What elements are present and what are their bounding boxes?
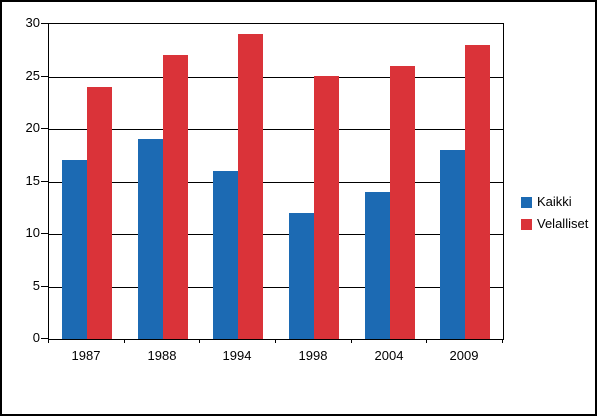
red-square-icon xyxy=(521,218,532,230)
gridline-20 xyxy=(49,129,503,130)
bar-velalliset-1988 xyxy=(163,55,188,339)
gridline-25 xyxy=(49,77,503,78)
y-tick-15 xyxy=(41,181,48,182)
gridline-5 xyxy=(49,287,503,288)
x-axis-label-2004: 2004 xyxy=(374,348,404,363)
y-axis-label-15: 15 xyxy=(25,173,40,188)
y-axis-label-0: 0 xyxy=(32,330,40,345)
legend-label: Velalliset xyxy=(537,216,589,231)
x-axis-label-1988: 1988 xyxy=(147,348,177,363)
x-tick-3 xyxy=(275,339,276,343)
bar-velalliset-1994 xyxy=(238,34,263,339)
legend-item-velalliset: Velalliset xyxy=(521,213,588,235)
y-axis-label-25: 25 xyxy=(25,68,40,83)
gridline-10 xyxy=(49,234,503,235)
legend-item-kaikki: Kaikki xyxy=(521,191,588,213)
y-axis-label-10: 10 xyxy=(25,225,40,240)
x-axis-label-1994: 1994 xyxy=(222,348,252,363)
x-tick-4 xyxy=(351,339,352,343)
bar-velalliset-2004 xyxy=(390,66,415,339)
y-tick-25 xyxy=(41,76,48,77)
x-tick-0 xyxy=(48,339,49,343)
y-axis-label-5: 5 xyxy=(32,278,40,293)
bar-kaikki-2004 xyxy=(365,192,390,339)
legend: Kaikki Velalliset xyxy=(521,191,588,235)
x-axis-label-1998: 1998 xyxy=(298,348,328,363)
bar-kaikki-1988 xyxy=(138,139,163,339)
bar-velalliset-1987 xyxy=(87,87,112,339)
legend-label: Kaikki xyxy=(537,194,572,209)
plot-area xyxy=(48,23,504,340)
gridline-15 xyxy=(49,182,503,183)
y-tick-30 xyxy=(41,23,48,24)
bar-velalliset-2009 xyxy=(465,45,490,339)
x-axis-label-1987: 1987 xyxy=(71,348,101,363)
y-tick-20 xyxy=(41,128,48,129)
x-tick-6 xyxy=(502,339,503,343)
y-axis-label-30: 30 xyxy=(25,15,40,30)
x-tick-2 xyxy=(199,339,200,343)
bar-kaikki-1994 xyxy=(213,171,238,339)
bar-kaikki-1998 xyxy=(289,213,314,339)
y-axis-label-20: 20 xyxy=(25,120,40,135)
y-tick-0 xyxy=(41,338,48,339)
y-tick-10 xyxy=(41,233,48,234)
bar-kaikki-2009 xyxy=(440,150,465,339)
x-tick-1 xyxy=(124,339,125,343)
x-axis-label-2009: 2009 xyxy=(449,348,479,363)
bar-kaikki-1987 xyxy=(62,160,87,339)
y-tick-5 xyxy=(41,286,48,287)
x-tick-5 xyxy=(426,339,427,343)
bar-velalliset-1998 xyxy=(314,76,339,339)
blue-square-icon xyxy=(521,196,532,208)
